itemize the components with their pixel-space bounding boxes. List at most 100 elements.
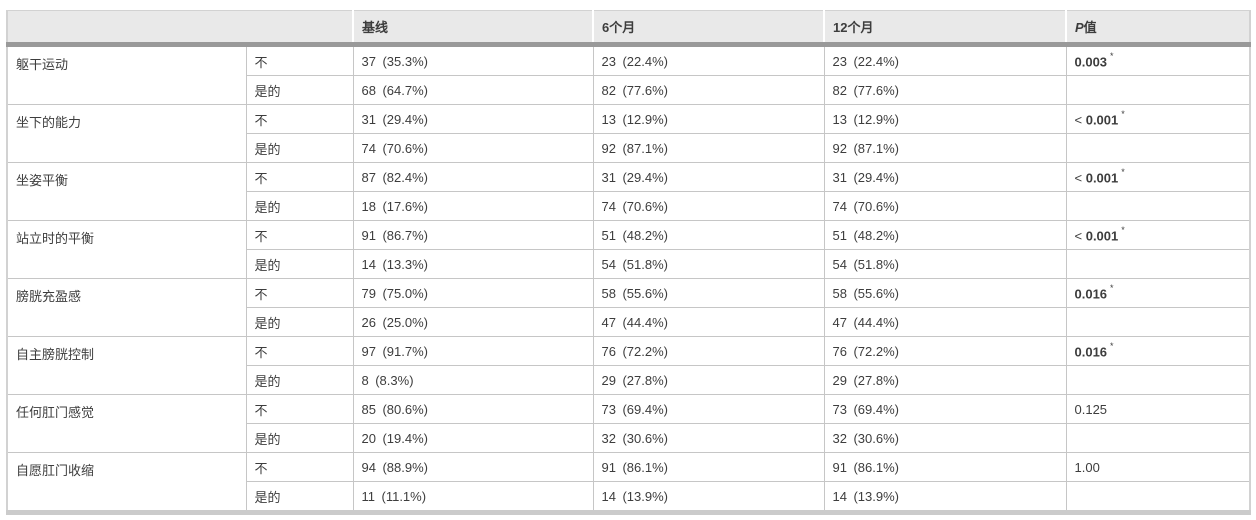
p-value-cell: < 0.001 * <box>1065 104 1251 134</box>
p-value-cell: 1.00 <box>1065 452 1251 482</box>
p-value-text: 0.003 <box>1074 54 1108 70</box>
p-value-cell <box>1065 249 1251 279</box>
baseline-value-cell: 18 (17.6%) <box>352 191 594 221</box>
m6-value-cell: 76 (72.2%) <box>592 336 825 366</box>
p-value-text: 0.125 <box>1074 401 1108 417</box>
m12-value-cell: 76 (72.2%) <box>823 336 1067 366</box>
m12-value-cell: 14 (13.9%) <box>823 481 1067 513</box>
significance-star-icon: * <box>1110 50 1114 61</box>
row-label-cell: 坐下的能力 <box>6 104 247 163</box>
baseline-value-cell: 11 (11.1%) <box>352 481 594 513</box>
p-value-text: 0.016 <box>1074 286 1108 302</box>
answer-cell: 不 <box>245 452 354 482</box>
outcomes-table: 基线 6个月 12个月 P值 躯干运动不 37 (35.3%) 23 (22.4%)… <box>6 10 1251 515</box>
answer-cell: 是的 <box>245 365 354 395</box>
table-row: 躯干运动不 37 (35.3%) 23 (22.4%) 23 (22.4%) 0.003… <box>6 44 1251 105</box>
m12-value-cell: 32 (30.6%) <box>823 423 1067 453</box>
table-row: 膀胱充盈感不 79 (75.0%) 58 (55.6%) 58 (55.6%) 0.01… <box>6 278 1251 337</box>
m6-value-cell: 74 (70.6%) <box>592 191 825 221</box>
baseline-value-cell: 97 (91.7%) <box>352 336 594 366</box>
p-value-cell <box>1065 133 1251 163</box>
significance-star-icon: * <box>1110 340 1114 351</box>
m12-value-cell: 82 (77.6%) <box>823 75 1067 105</box>
m6-value-cell: 32 (30.6%) <box>592 423 825 453</box>
row-label-cell: 自主膀胱控制 <box>6 336 247 395</box>
baseline-value-cell: 26 (25.0%) <box>352 307 594 337</box>
m6-value-cell: 14 (13.9%) <box>592 481 825 513</box>
p-value-text: 0.001 <box>1085 112 1119 128</box>
baseline-value-cell: 68 (64.7%) <box>352 75 594 105</box>
p-value-cell <box>1065 191 1251 221</box>
m12-value-cell: 92 (87.1%) <box>823 133 1067 163</box>
p-value-cell <box>1065 365 1251 395</box>
header-p-value: P值 <box>1065 10 1250 47</box>
baseline-value-cell: 91 (86.7%) <box>352 220 594 250</box>
m12-value-cell: 73 (69.4%) <box>823 394 1067 424</box>
table-row: 是的 14 (13.3%) 54 (51.8%) 54 (51.8%) <box>7 249 1251 279</box>
table-body: 躯干运动不 37 (35.3%) 23 (22.4%) 23 (22.4%) 0.003… <box>6 44 1251 513</box>
p-value-letter: P <box>1075 20 1084 35</box>
p-value-suffix: 值 <box>1083 20 1097 35</box>
answer-cell: 是的 <box>245 133 354 163</box>
answer-cell: 不 <box>245 162 354 192</box>
baseline-value-cell: 85 (80.6%) <box>352 394 594 424</box>
p-value-cell <box>1065 307 1251 337</box>
answer-cell: 不 <box>245 336 354 366</box>
p-value-text: 0.016 <box>1074 344 1108 360</box>
table-row: 坐姿平衡不 87 (82.4%) 31 (29.4%) 31 (29.4%) < 0.0… <box>6 162 1251 221</box>
m12-value-cell: 74 (70.6%) <box>823 191 1067 221</box>
table-row: 自主膀胱控制不 97 (91.7%) 76 (72.2%) 76 (72.2%) 0.0… <box>6 336 1251 395</box>
p-value-cell: 0.016 * <box>1065 278 1251 308</box>
baseline-value-cell: 20 (19.4%) <box>352 423 594 453</box>
p-value-text: 0.001 <box>1085 228 1119 244</box>
significance-star-icon: * <box>1121 108 1125 119</box>
table-row: 任何肛门感觉不 85 (80.6%) 73 (69.4%) 73 (69.4%) 0.1… <box>6 394 1251 453</box>
p-value-prefix: < <box>1074 112 1086 128</box>
significance-star-icon: * <box>1121 224 1125 235</box>
m12-value-cell: 31 (29.4%) <box>823 162 1067 192</box>
p-value-cell: 0.125 <box>1065 394 1251 424</box>
row-label-cell: 膀胱充盈感 <box>6 278 247 337</box>
m6-value-cell: 31 (29.4%) <box>592 162 825 192</box>
answer-cell: 不 <box>245 220 354 250</box>
m6-value-cell: 58 (55.6%) <box>592 278 825 308</box>
p-value-cell: 0.016 * <box>1065 336 1251 366</box>
m6-value-cell: 54 (51.8%) <box>592 249 825 279</box>
p-value-cell <box>1065 423 1251 453</box>
baseline-value-cell: 14 (13.3%) <box>352 249 594 279</box>
baseline-value-cell: 79 (75.0%) <box>352 278 594 308</box>
m6-value-cell: 82 (77.6%) <box>592 75 825 105</box>
header-row: 基线 6个月 12个月 P值 <box>7 10 1250 47</box>
answer-cell: 不 <box>245 44 354 76</box>
answer-cell: 是的 <box>245 423 354 453</box>
answer-cell: 是的 <box>245 481 354 513</box>
baseline-value-cell: 37 (35.3%) <box>352 44 594 76</box>
m6-value-cell: 23 (22.4%) <box>592 44 825 76</box>
baseline-value-cell: 94 (88.9%) <box>352 452 594 482</box>
m12-value-cell: 58 (55.6%) <box>823 278 1067 308</box>
header-baseline: 基线 <box>352 10 593 47</box>
table-row: 站立时的平衡不 91 (86.7%) 51 (48.2%) 51 (48.2%) < 0… <box>6 220 1251 279</box>
significance-star-icon: * <box>1121 166 1125 177</box>
m12-value-cell: 54 (51.8%) <box>823 249 1067 279</box>
table-row: 是的 11 (11.1%) 14 (13.9%) 14 (13.9%) <box>7 481 1251 513</box>
m12-value-cell: 91 (86.1%) <box>823 452 1067 482</box>
p-value-prefix: < <box>1074 170 1086 186</box>
m12-value-cell: 51 (48.2%) <box>823 220 1067 250</box>
baseline-value-cell: 31 (29.4%) <box>352 104 594 134</box>
answer-cell: 是的 <box>245 75 354 105</box>
table-row: 自愿肛门收缩不 94 (88.9%) 91 (86.1%) 91 (86.1%) 1.0… <box>6 452 1251 513</box>
m12-value-cell: 47 (44.4%) <box>823 307 1067 337</box>
m6-value-cell: 92 (87.1%) <box>592 133 825 163</box>
p-value-text: 0.001 <box>1085 170 1119 186</box>
baseline-value-cell: 87 (82.4%) <box>352 162 594 192</box>
p-value-cell: < 0.001 * <box>1065 162 1251 192</box>
m6-value-cell: 91 (86.1%) <box>592 452 825 482</box>
header-six-months: 6个月 <box>592 10 824 47</box>
answer-cell: 是的 <box>245 191 354 221</box>
significance-star-icon: * <box>1110 282 1114 293</box>
p-value-cell: < 0.001 * <box>1065 220 1251 250</box>
m12-value-cell: 23 (22.4%) <box>823 44 1067 76</box>
m6-value-cell: 13 (12.9%) <box>592 104 825 134</box>
baseline-value-cell: 74 (70.6%) <box>352 133 594 163</box>
